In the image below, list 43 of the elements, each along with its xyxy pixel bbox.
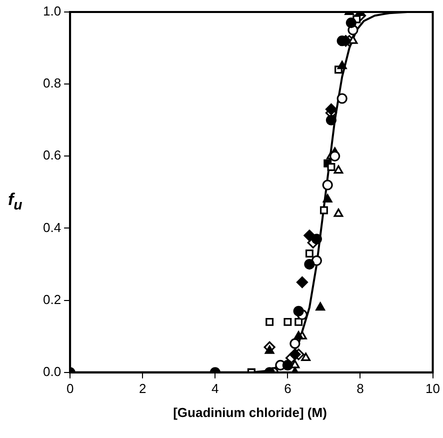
y-tick-label: 0.6	[42, 148, 62, 163]
point	[322, 194, 332, 202]
point	[289, 348, 301, 360]
point	[336, 93, 348, 104]
point	[311, 234, 322, 244]
point	[294, 331, 304, 340]
y-tick-label: 1.0	[42, 4, 62, 19]
x-axis-title: [Guadinium chloride] (M)	[172, 405, 328, 420]
x-tick-label: 6	[284, 380, 292, 396]
y-tick-label: 0.8	[42, 76, 62, 91]
point	[337, 60, 347, 70]
point	[282, 360, 293, 370]
point	[305, 249, 314, 258]
x-tick-label: 8	[356, 380, 364, 396]
point	[325, 104, 338, 116]
point	[266, 318, 274, 326]
point	[301, 352, 311, 362]
x-tick-label: 4	[212, 380, 219, 396]
point	[294, 318, 303, 326]
y-axis-title: f$_{u}$	[8, 190, 22, 214]
point	[293, 306, 304, 316]
point	[326, 114, 337, 126]
point	[296, 276, 308, 288]
point	[290, 338, 300, 349]
point	[346, 18, 356, 28]
point	[330, 150, 340, 162]
point	[327, 162, 336, 171]
x-tick-label: 0	[66, 380, 74, 396]
point	[348, 36, 358, 44]
point	[264, 345, 274, 354]
point	[304, 230, 316, 242]
point	[304, 258, 315, 270]
x-tick-label: 10	[426, 380, 440, 396]
point	[316, 302, 326, 311]
point	[334, 165, 344, 174]
point	[320, 206, 328, 214]
point	[322, 180, 333, 190]
y-tick-label: 0.2	[42, 292, 62, 307]
point	[284, 318, 292, 326]
point	[334, 208, 344, 217]
y-tick-label: 0.0	[42, 364, 62, 379]
x-tick-label: 2	[138, 380, 146, 396]
y-tick-label: 0.4	[42, 220, 62, 235]
